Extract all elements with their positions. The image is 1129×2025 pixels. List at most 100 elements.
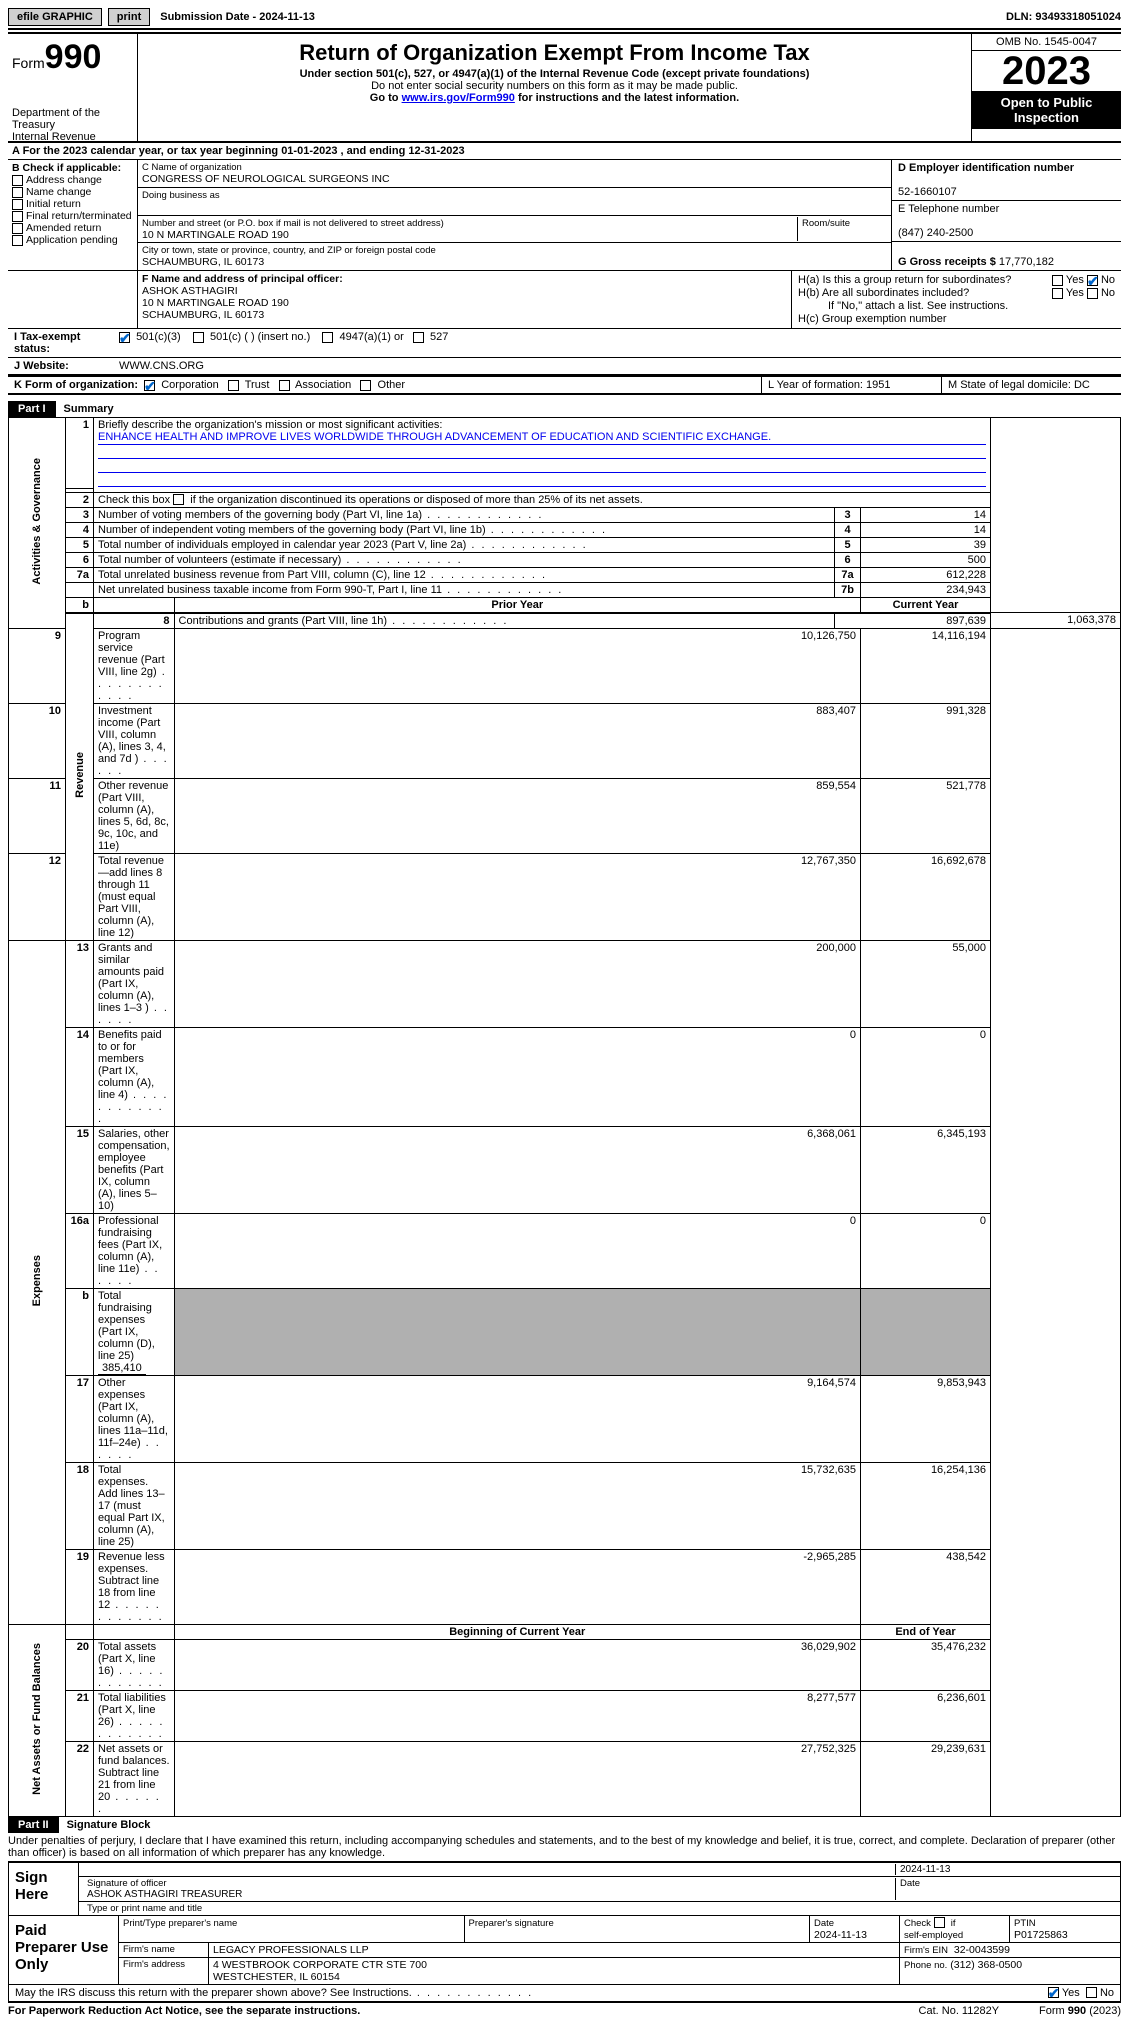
self-emp-label: self-employed [904, 1930, 963, 1941]
cb-app-pending[interactable] [12, 235, 23, 246]
mission-line3 [98, 459, 986, 473]
cb-discuss-no[interactable] [1086, 1987, 1097, 1998]
dept-treasury: Department of the Treasury [12, 107, 133, 131]
firm-addr1: 4 WESTBROOK CORPORATE CTR STE 700 [213, 1959, 427, 1971]
cb-ha-yes[interactable] [1052, 275, 1063, 286]
hc-label: H(c) Group exemption number [798, 313, 1115, 325]
side-expenses: Expenses [9, 940, 66, 1624]
section-bcd: B Check if applicable: Address change Na… [8, 160, 1121, 271]
year-formation: L Year of formation: 1951 [761, 377, 941, 393]
side-netassets: Net Assets or Fund Balances [9, 1624, 66, 1816]
ssn-note: Do not enter social security numbers on … [146, 80, 963, 92]
fundraising-value: 385,410 [98, 1362, 146, 1375]
dln: DLN: 93493318051024 [1006, 11, 1121, 23]
goto-post: for instructions and the latest informat… [518, 92, 739, 104]
col-d: D Employer identification number 52-1660… [891, 160, 1121, 270]
mission: ENHANCE HEALTH AND IMPROVE LIVES WORLDWI… [98, 431, 986, 445]
form-prefix: Form [12, 55, 45, 71]
row-6: 6Total number of volunteers (estimate if… [9, 552, 1121, 567]
lbl-other: Other [378, 379, 406, 391]
hb-note: If "No," attach a list. See instructions… [798, 300, 1115, 312]
hb-no: No [1101, 287, 1115, 299]
hb-yes: Yes [1066, 287, 1084, 299]
tax-year: 2023 [972, 51, 1121, 91]
prep-date: 2024-11-13 [814, 1929, 867, 1941]
irs: Internal Revenue Service [12, 131, 133, 143]
cb-other[interactable] [360, 380, 371, 391]
row-3: 3Number of voting members of the governi… [9, 507, 1121, 522]
lbl-address-change: Address change [26, 174, 102, 186]
cb-initial-return[interactable] [12, 199, 23, 210]
cb-address-change[interactable] [12, 175, 23, 186]
cb-hb-no[interactable] [1087, 288, 1098, 299]
discuss-row: May the IRS discuss this return with the… [8, 1985, 1121, 2002]
firm-ein: 32-0043599 [954, 1944, 1010, 1956]
cb-527[interactable] [413, 332, 424, 343]
col-b: B Check if applicable: Address change Na… [8, 160, 138, 270]
gross-label: G Gross receipts $ [898, 256, 996, 268]
form-org-label: K Form of organization: [14, 379, 138, 391]
part1-header: Part I Summary [8, 401, 1121, 417]
firm-addr-label: Firm's address [119, 1958, 209, 1984]
print-button[interactable]: print [108, 8, 150, 26]
col-f: F Name and address of principal officer:… [138, 271, 791, 328]
lbl-trust: Trust [245, 379, 270, 391]
officer-name: ASHOK ASTHAGIRI [142, 285, 238, 297]
lbl-527: 527 [430, 331, 448, 343]
open-inspection: Open to Public Inspection [972, 91, 1121, 129]
q1-label: Briefly describe the organization's miss… [98, 419, 442, 431]
ha-no: No [1101, 274, 1115, 286]
prep-name-label: Print/Type preparer's name [123, 1918, 237, 1929]
part2-header: Part II Signature Block [8, 1817, 1121, 1833]
part2-title: Signature Block [59, 1817, 159, 1833]
city-value: SCHAUMBURG, IL 60173 [142, 256, 264, 268]
lbl-4947: 4947(a)(1) or [340, 331, 404, 343]
lbl-assoc: Association [295, 379, 351, 391]
firm-ein-label: Firm's EIN [904, 1945, 948, 1956]
room-label: Room/suite [802, 218, 850, 229]
part2-num: Part II [8, 1817, 59, 1833]
city-label: City or town, state or province, country… [142, 245, 436, 256]
side-ag: Activities & Governance [9, 418, 66, 629]
row-7b: Net unrelated business taxable income fr… [9, 582, 1121, 597]
cb-trust[interactable] [228, 380, 239, 391]
cb-self-employed[interactable] [934, 1917, 945, 1928]
efile-graphic-button[interactable]: efile GRAPHIC [8, 8, 102, 26]
mission-line4 [98, 473, 986, 487]
row-a-tax-year: A For the 2023 calendar year, or tax yea… [8, 143, 1121, 160]
cb-final-return[interactable] [12, 211, 23, 222]
tel-label: E Telephone number [898, 203, 999, 215]
cb-assoc[interactable] [279, 380, 290, 391]
form-header: Form990 Department of the Treasury Inter… [8, 32, 1121, 143]
cb-amended[interactable] [12, 223, 23, 234]
type-name-label: Type or print name and title [83, 1903, 1116, 1914]
paid-preparer-label: Paid Preparer Use Only [9, 1916, 119, 1984]
officer-signed: ASHOK ASTHAGIRI TREASURER [87, 1889, 242, 1900]
page-footer: For Paperwork Reduction Act Notice, see … [8, 2002, 1121, 2017]
prep-date-label: Date [814, 1918, 834, 1929]
firm-name: LEGACY PROFESSIONALS LLP [209, 1943, 900, 1957]
ha-label: H(a) Is this a group return for subordin… [798, 274, 1052, 286]
cb-discontinued[interactable] [173, 494, 184, 505]
cb-discuss-yes[interactable] [1048, 1987, 1059, 1998]
cb-501c3[interactable] [119, 332, 130, 343]
cb-501c[interactable] [193, 332, 204, 343]
lbl-app-pending: Application pending [26, 234, 118, 246]
form-990: 990 [45, 38, 102, 76]
cb-name-change[interactable] [12, 187, 23, 198]
irs-link[interactable]: www.irs.gov/Form990 [402, 92, 515, 104]
website-value: WWW.CNS.ORG [113, 358, 1121, 374]
part1-title: Summary [56, 401, 122, 417]
dba-label: Doing business as [142, 190, 220, 201]
cb-corp[interactable] [144, 380, 155, 391]
cb-4947[interactable] [322, 332, 333, 343]
discuss-question: May the IRS discuss this return with the… [15, 1987, 1048, 1999]
if-label: if [951, 1918, 956, 1929]
firm-name-label: Firm's name [119, 1943, 209, 1957]
cb-ha-no[interactable] [1087, 275, 1098, 286]
firm-phone: (312) 368-0500 [950, 1959, 1022, 1971]
cb-hb-yes[interactable] [1052, 288, 1063, 299]
form-number: Form990 [12, 38, 133, 77]
col-h: H(a) Is this a group return for subordin… [791, 271, 1121, 328]
fundraising-label: Total fundraising expenses (Part IX, col… [98, 1290, 155, 1362]
